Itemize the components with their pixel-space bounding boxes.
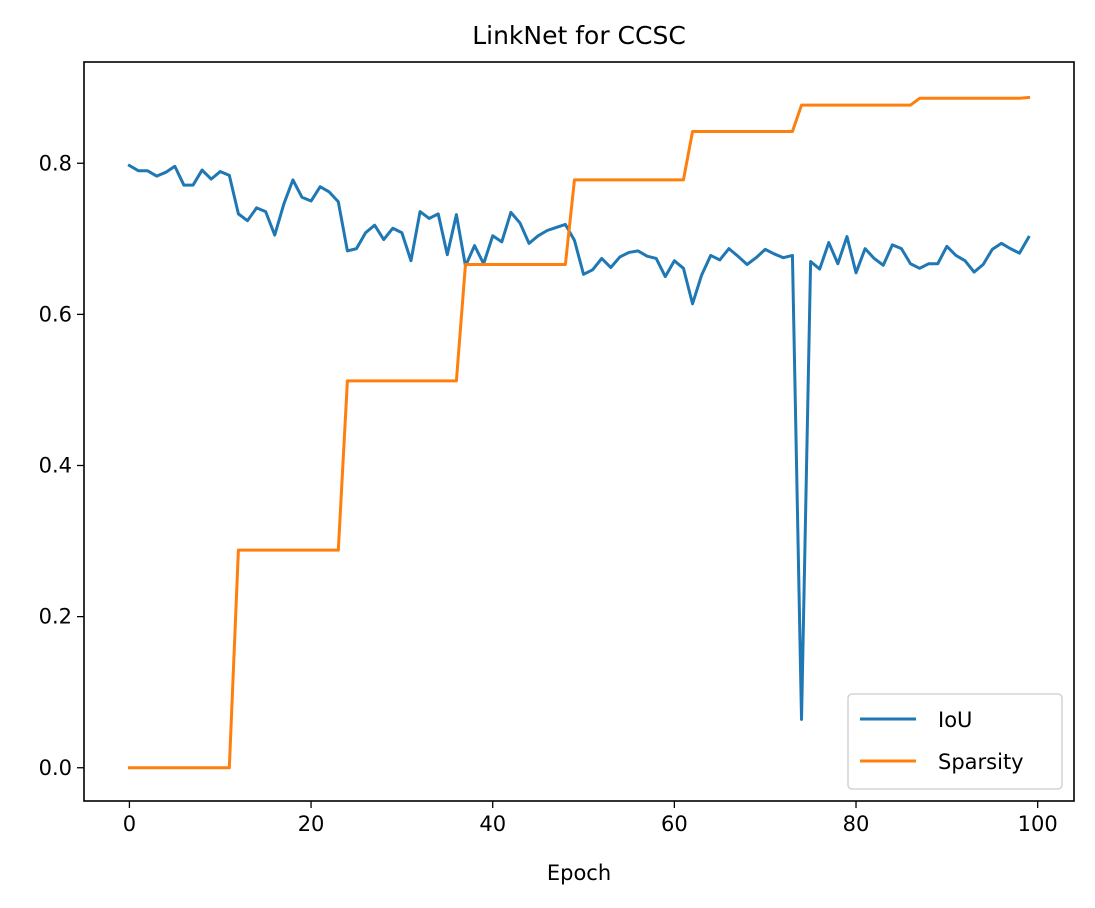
y-tick-label: 0.2 <box>39 605 72 629</box>
x-tick-label: 20 <box>298 812 325 836</box>
x-tick-label: 40 <box>479 812 506 836</box>
y-axis: 0.0 0.2 0.4 0.6 0.8 <box>39 151 84 780</box>
chart-title: LinkNet for CCSC <box>472 21 686 50</box>
series-layer <box>127 95 1031 770</box>
x-tick-label: 60 <box>661 812 688 836</box>
x-tick-label: 0 <box>123 812 136 836</box>
plot-area <box>83 61 1075 802</box>
x-tick-label: 100 <box>1018 812 1058 836</box>
y-tick-label: 0.4 <box>39 454 72 478</box>
y-tick-label: 0.6 <box>39 302 72 326</box>
x-axis: 0 20 40 60 80 100 <box>123 801 1058 836</box>
series-line-sparsity <box>127 95 1031 770</box>
x-axis-label: Epoch <box>547 861 611 885</box>
legend-label-sparsity: Sparsity <box>938 750 1024 774</box>
y-tick-label: 0.0 <box>39 756 72 780</box>
plot-frame <box>83 61 1075 802</box>
x-tick-label: 80 <box>843 812 870 836</box>
legend: IoU Sparsity <box>847 693 1063 790</box>
series-line-iou <box>127 163 1031 721</box>
legend-label-iou: IoU <box>938 708 972 732</box>
y-tick-label: 0.8 <box>39 151 72 175</box>
